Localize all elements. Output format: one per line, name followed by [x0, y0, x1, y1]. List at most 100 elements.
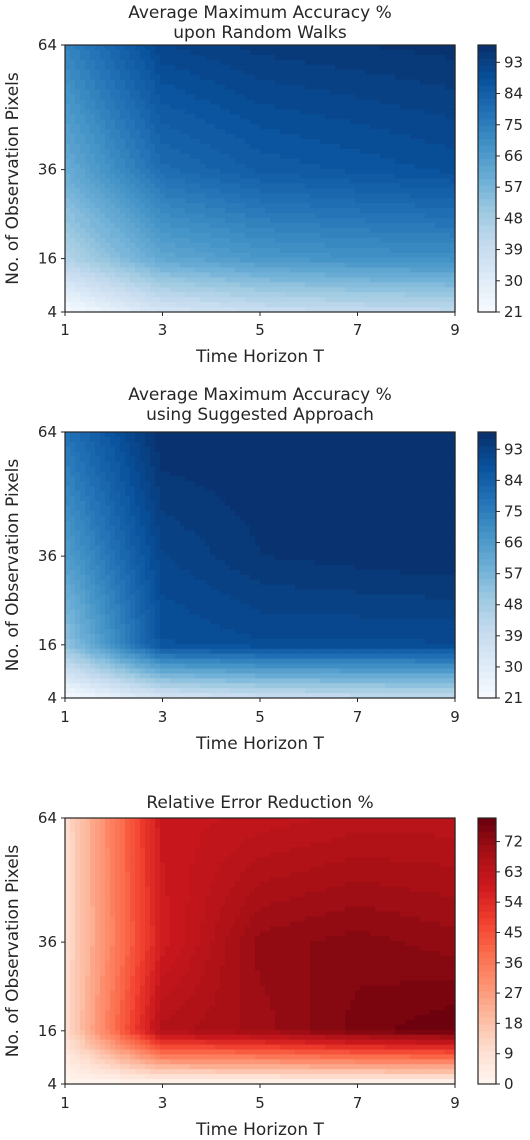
contour-cell [225, 129, 231, 135]
contour-cell [275, 466, 281, 473]
contour-cell [115, 213, 121, 219]
contour-cell [330, 79, 336, 86]
contour-cell [300, 213, 306, 219]
contour-cell [285, 148, 291, 155]
contour-cell [205, 148, 211, 155]
contour-cell [260, 272, 266, 278]
contour-cell [365, 441, 371, 448]
contour-cell [185, 461, 191, 468]
contour-cell [270, 178, 276, 185]
contour-cell [450, 277, 456, 283]
contour-cell [150, 436, 156, 443]
contour-cell [170, 168, 176, 175]
contour-cell [165, 49, 171, 56]
contour-cell [325, 223, 331, 229]
contour-cell [350, 134, 356, 140]
contour-cell [250, 213, 256, 219]
contour-cell [105, 173, 111, 180]
contour-cell [295, 94, 301, 100]
contour-cell [395, 64, 401, 71]
contour-cell [295, 208, 301, 214]
contour-cell [415, 297, 421, 303]
contour-cell [440, 198, 446, 204]
contour-cell [85, 213, 91, 219]
contour-cell [255, 69, 261, 76]
contour-cell [325, 432, 331, 438]
contour-cell [415, 104, 421, 110]
contour-cell [355, 178, 361, 185]
contour-cell [270, 446, 276, 453]
contour-cell [405, 456, 411, 463]
contour-cell [245, 456, 251, 463]
contour-cell [80, 134, 86, 140]
contour-cell [335, 247, 341, 254]
contour-cell [210, 183, 216, 189]
contour-cell [365, 109, 371, 115]
contour-cell [240, 198, 246, 204]
contour-cell [155, 466, 161, 473]
contour-cell [225, 104, 231, 110]
contour-cell [320, 64, 326, 71]
contour-cell [450, 84, 456, 91]
contour-cell [285, 134, 291, 140]
contour-cell [415, 54, 421, 61]
contour-cell [105, 208, 111, 214]
contour-cell [85, 267, 91, 274]
contour-cell [320, 297, 326, 303]
contour-cell [220, 218, 226, 224]
contour-cell [165, 178, 171, 185]
contour-cell [65, 54, 71, 61]
contour-cell [155, 432, 161, 438]
contour-cell [445, 59, 451, 66]
contour-cell [230, 138, 236, 145]
contour-cell [355, 223, 361, 229]
contour-cell [265, 74, 271, 81]
contour-cell [65, 99, 71, 105]
contour-cell [250, 69, 256, 76]
contour-cell [230, 183, 236, 189]
contour-cell [260, 203, 266, 209]
contour-cell [110, 94, 116, 100]
contour-cell [410, 64, 416, 71]
contour-cell [175, 193, 181, 199]
contour-cell [320, 54, 326, 61]
contour-cell [320, 302, 326, 308]
contour-cell [380, 148, 386, 155]
contour-cell [440, 436, 446, 443]
contour-cell [65, 104, 71, 110]
contour-cell [175, 64, 181, 71]
contour-cell [390, 148, 396, 155]
contour-cell [130, 432, 136, 438]
contour-cell [395, 134, 401, 140]
contour-cell [170, 441, 176, 448]
contour-cell [330, 432, 336, 438]
contour-cell [205, 129, 211, 135]
contour-cell [360, 237, 366, 244]
contour-cell [135, 138, 141, 145]
contour-cell [235, 297, 241, 303]
contour-cell [340, 124, 346, 130]
contour-cell [340, 471, 346, 477]
contour-cell [325, 94, 331, 100]
contour-cell [105, 277, 111, 283]
contour-cell [240, 456, 246, 463]
contour-cell [445, 436, 451, 443]
contour-cell [280, 297, 286, 303]
contour-cell [280, 173, 286, 180]
contour-cell [315, 69, 321, 76]
contour-cell [350, 178, 356, 185]
colorbar-tick-label: 48 [504, 209, 523, 227]
contour-cell [310, 297, 316, 303]
contour-cell [320, 471, 326, 477]
contour-cell [175, 198, 181, 204]
contour-cell [80, 232, 86, 239]
contour-cell [95, 436, 101, 443]
contour-cell [400, 124, 406, 130]
contour-cell [410, 143, 416, 150]
contour-cell [140, 227, 146, 234]
contour-cell [360, 277, 366, 283]
contour-cell [410, 173, 416, 180]
contour-cell [185, 441, 191, 448]
contour-cell [435, 99, 441, 105]
contour-cell [285, 59, 291, 66]
